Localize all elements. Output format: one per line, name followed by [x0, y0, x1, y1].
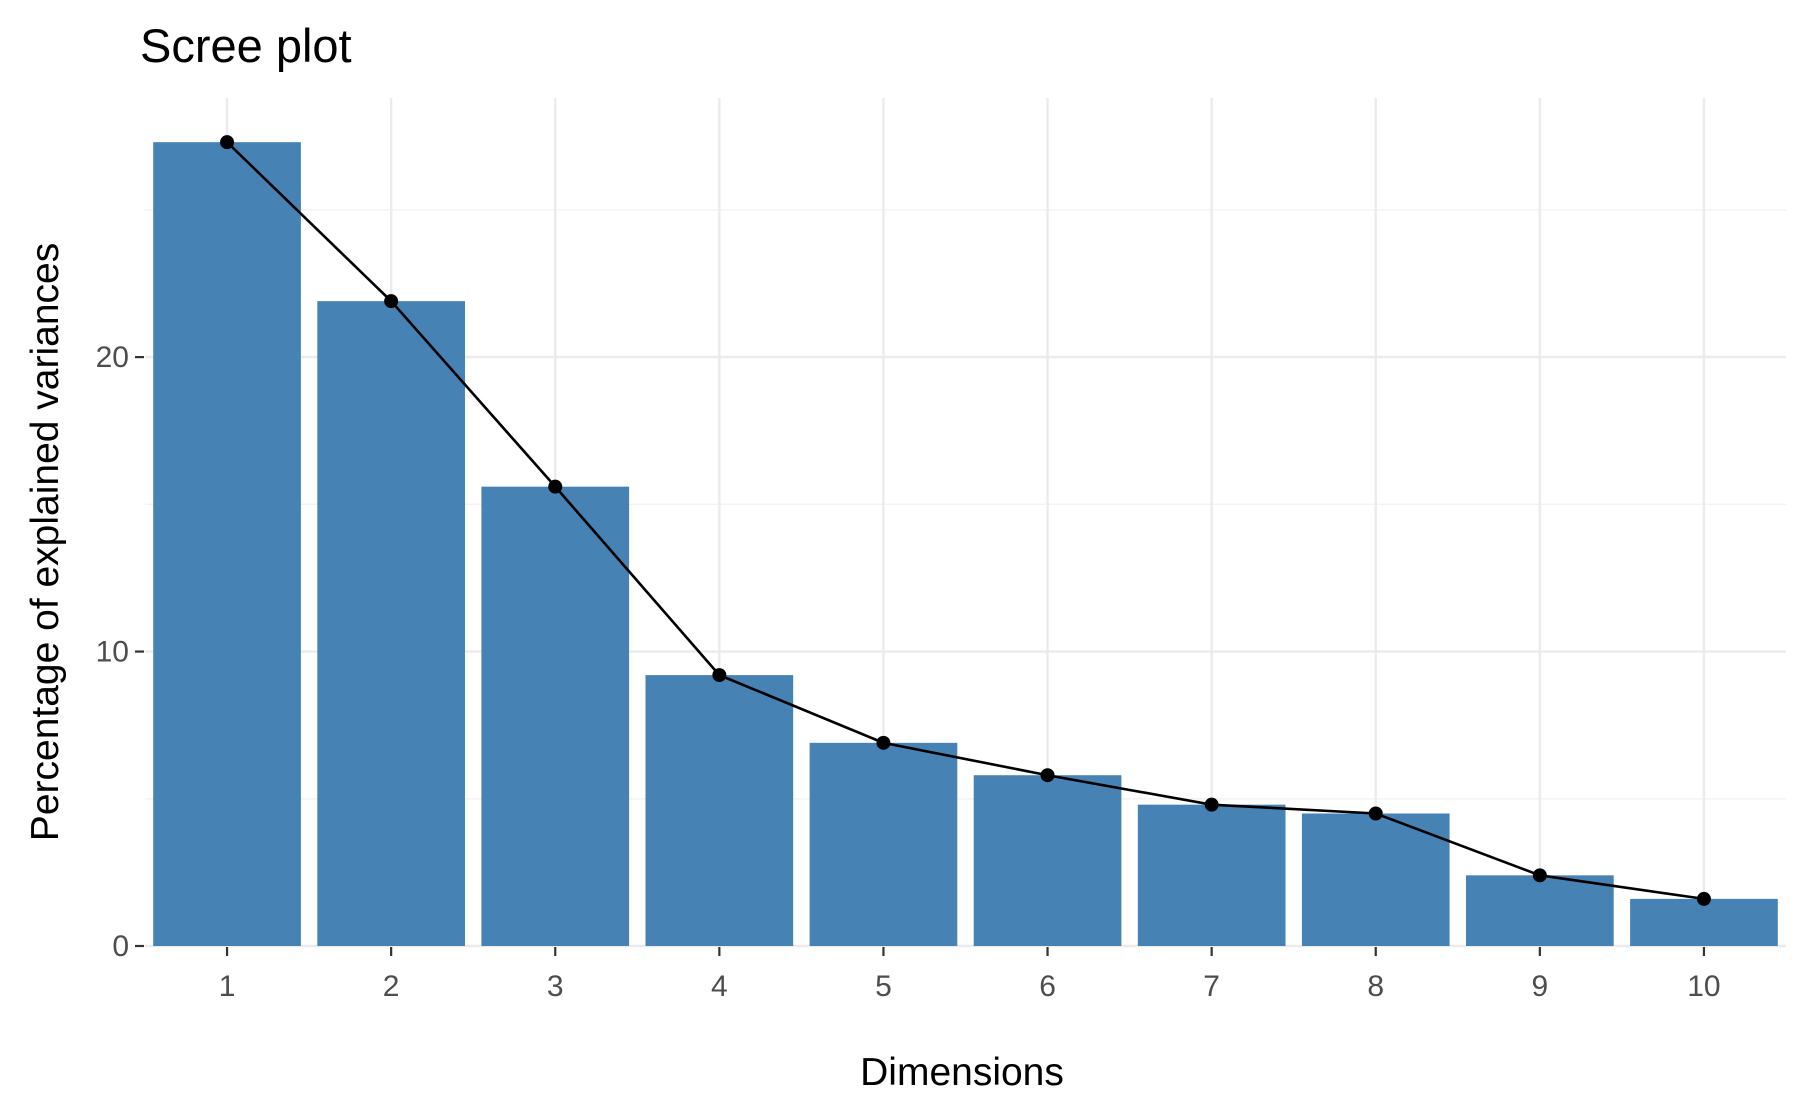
x-tick-label: 1: [219, 970, 236, 1003]
x-tick-label: 6: [1039, 970, 1056, 1003]
bar-dim-5: [809, 742, 958, 946]
point-dim-1: [220, 135, 235, 150]
variance-line: [226, 141, 1705, 901]
bar-dim-2: [317, 301, 465, 947]
axes: 0 10 20 1 2 3 4 5 6 7 8 9 10: [96, 341, 1721, 1003]
bar-dim-9: [1466, 875, 1614, 946]
y-tick-label: 10: [96, 636, 129, 669]
x-tick-label: 4: [711, 970, 728, 1003]
x-axis-title: Dimensions: [860, 1051, 1064, 1094]
point-dim-8: [1368, 806, 1383, 821]
point-dim-2: [384, 294, 399, 309]
point-dim-9: [1532, 868, 1547, 883]
point-dim-6: [1040, 768, 1055, 783]
x-tick-label: 9: [1532, 970, 1549, 1003]
x-tick-label: 10: [1687, 970, 1720, 1003]
x-tick-label: 5: [875, 970, 892, 1003]
chart-title: Scree plot: [140, 19, 352, 72]
x-tick-label: 3: [547, 970, 564, 1003]
bar-dim-7: [1137, 804, 1286, 946]
y-tick-label: 20: [96, 341, 129, 374]
point-dim-10: [1696, 891, 1711, 906]
x-tick-label: 7: [1203, 970, 1220, 1003]
bars: [153, 142, 1778, 947]
x-tick-label: 2: [383, 970, 400, 1003]
bar-dim-10: [1630, 898, 1778, 946]
y-tick-label: 0: [112, 930, 129, 963]
point-dim-3: [548, 479, 563, 494]
bar-dim-4: [645, 675, 794, 946]
point-dim-7: [1204, 797, 1219, 812]
trend-line: [226, 141, 1705, 901]
bar-dim-3: [481, 486, 630, 946]
x-tick-label: 8: [1367, 970, 1384, 1003]
bar-dim-6: [973, 775, 1122, 946]
bar-dim-8: [1301, 813, 1450, 946]
point-dim-5: [876, 735, 891, 750]
point-dim-4: [712, 668, 727, 683]
trend-points: [220, 135, 1711, 906]
bar-dim-1: [153, 142, 301, 946]
y-axis-title: Percentage of explained variances: [24, 243, 67, 841]
